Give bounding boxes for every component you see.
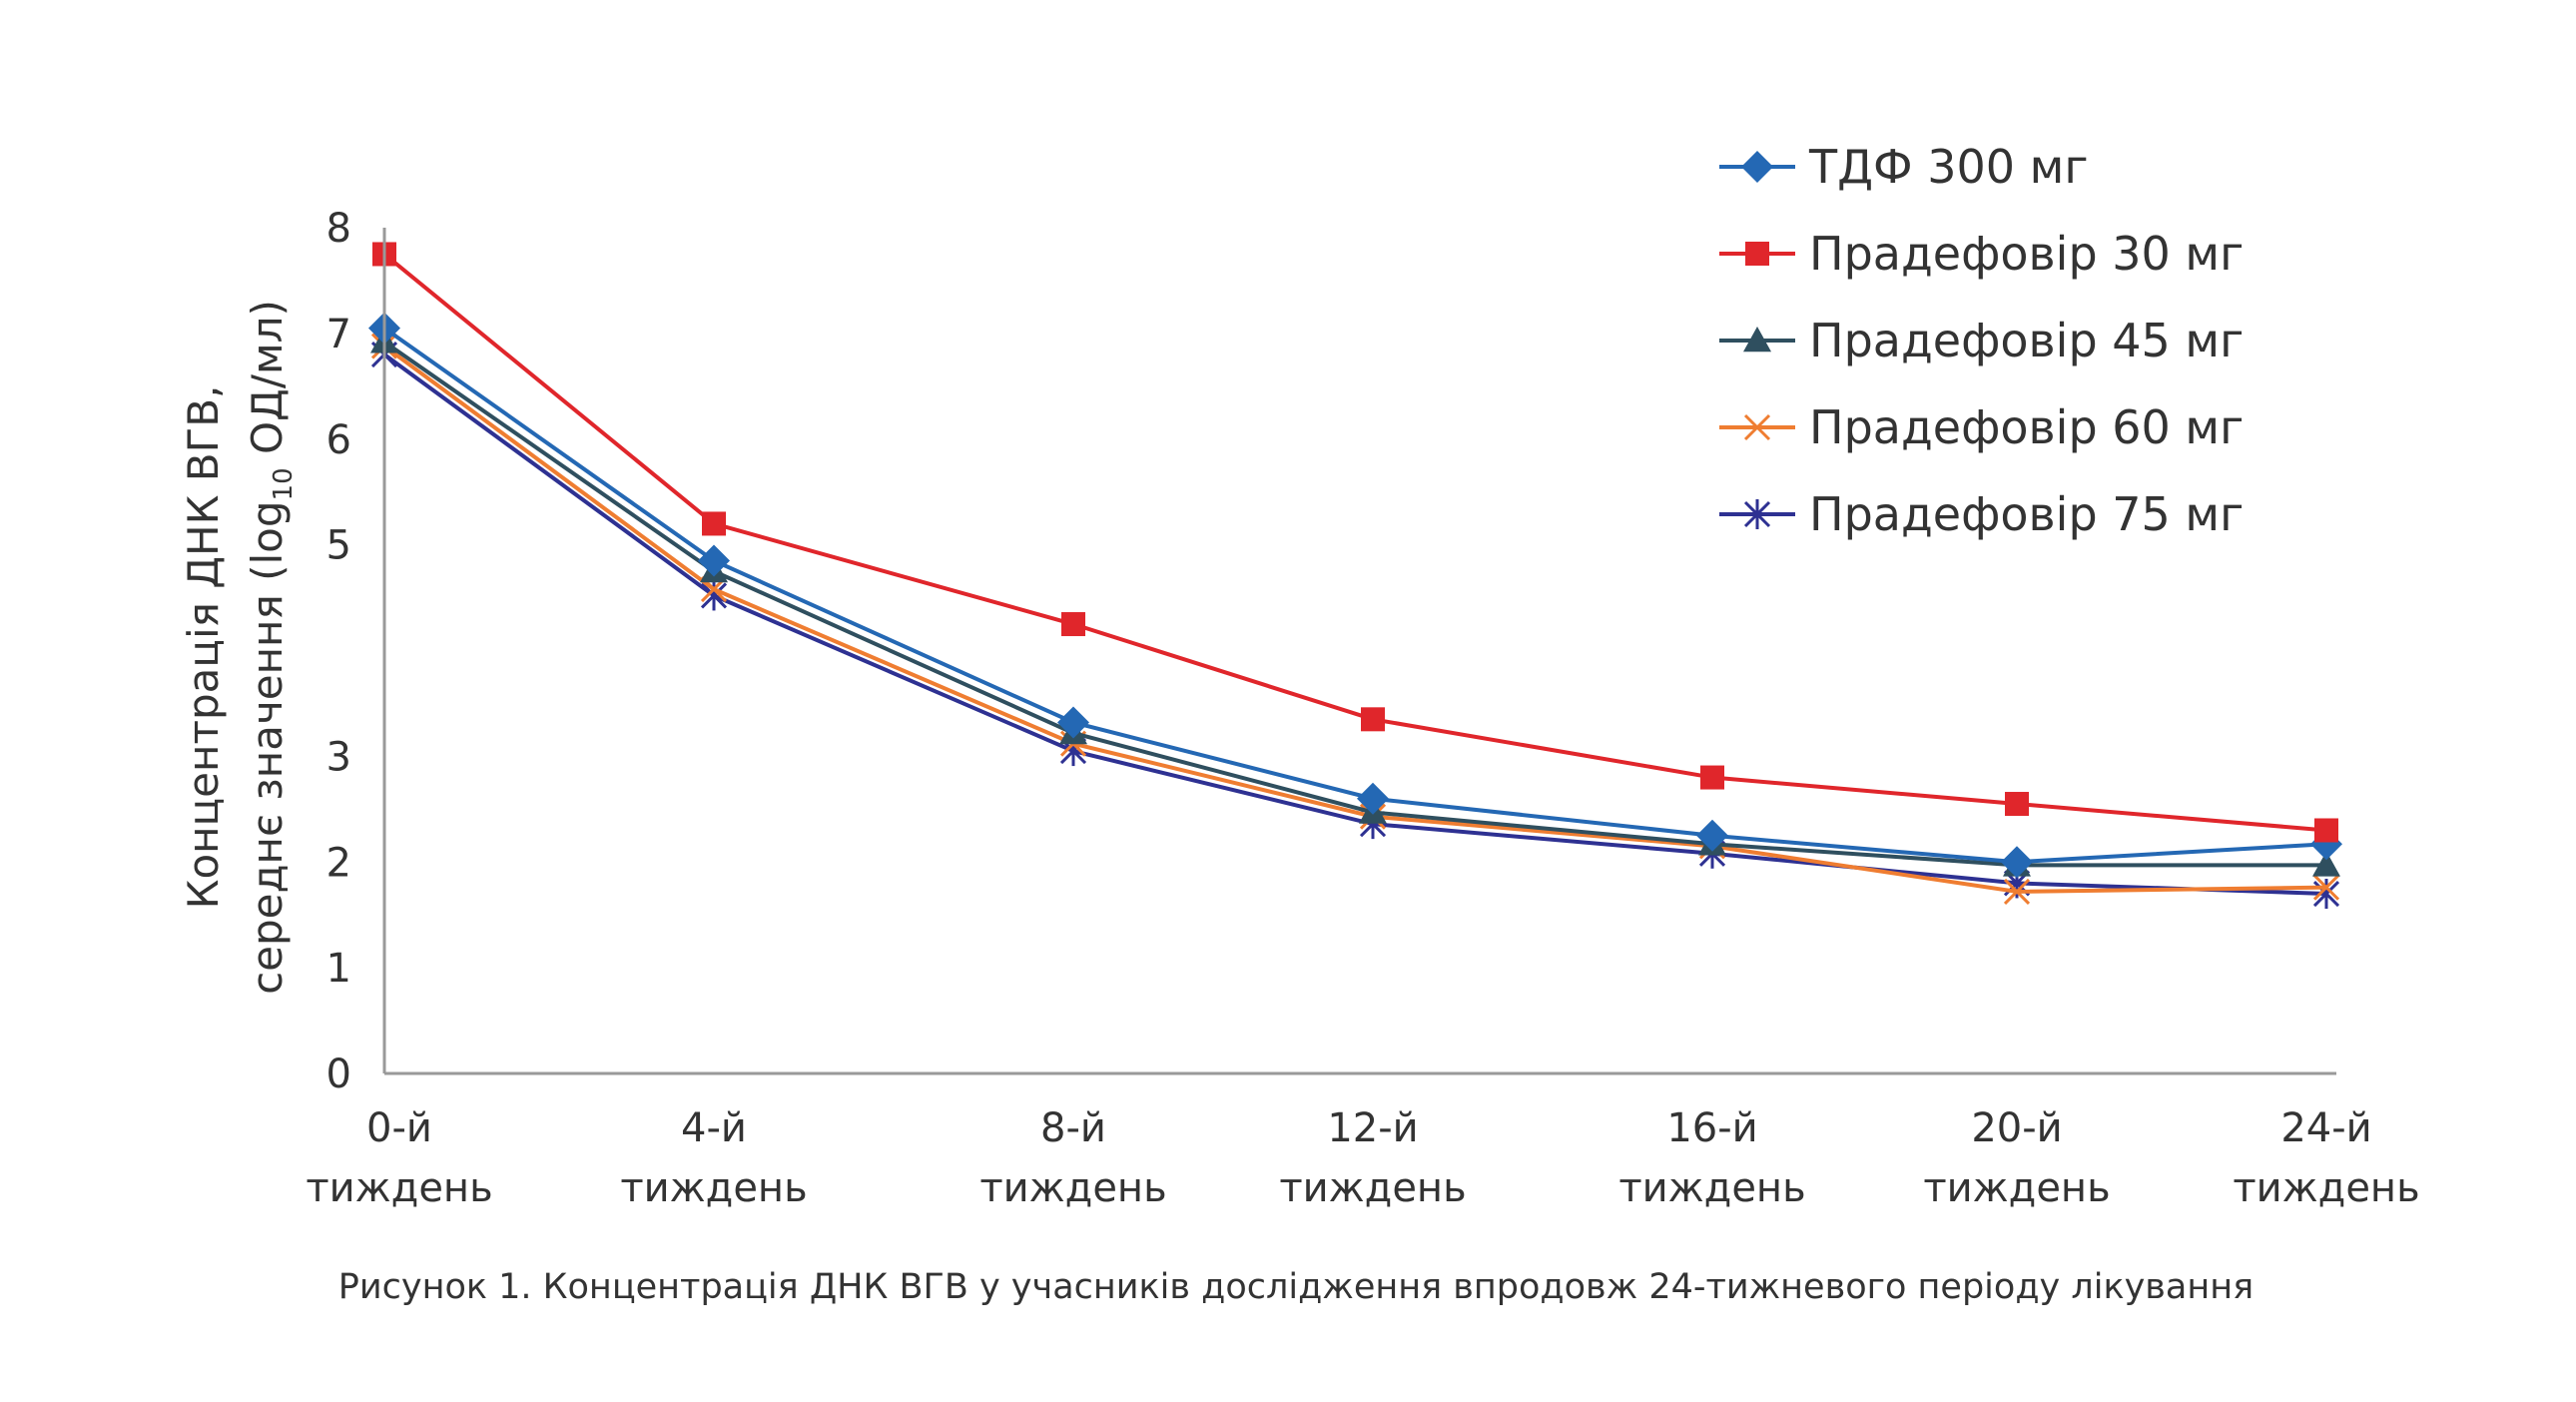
legend-entry: Прадефовір 60 мг: [1719, 400, 2244, 454]
series-2: [372, 242, 2338, 843]
x-tick-label: 16-й: [1666, 1105, 1757, 1151]
data-point-marker: [700, 580, 728, 611]
y-tick-label: 6: [326, 417, 351, 463]
y-tick-label: 8: [326, 206, 351, 252]
legend-entry: Прадефовір 30 мг: [1719, 227, 2244, 281]
y-tick-label: 1: [326, 946, 351, 992]
x-tick-label: 12-й: [1327, 1105, 1418, 1151]
x-tick-label: 24-й: [2280, 1105, 2371, 1151]
legend-marker: [1743, 327, 1771, 352]
x-tick-label: 8-й: [1040, 1105, 1106, 1151]
data-point-marker: [1061, 612, 1085, 637]
data-point-marker: [702, 511, 726, 536]
data-point-marker: [1057, 706, 1089, 739]
data-point-marker: [2003, 878, 2031, 905]
legend-marker: [1745, 242, 1769, 266]
x-tick-label: тиждень: [620, 1165, 807, 1211]
x-tick-label: 0-й: [366, 1105, 432, 1151]
y-axis-label-line2: середнє значення (log10 ОД/мл): [243, 300, 299, 995]
y-tick-label: 5: [326, 523, 351, 569]
legend-entry: Прадефовір 75 мг: [1719, 487, 2244, 541]
x-tick-label: тиждень: [1923, 1165, 2110, 1211]
y-axis-label-subscript: 10: [269, 467, 299, 500]
legend-marker: [1741, 151, 1773, 183]
x-tick-label: тиждень: [2233, 1165, 2419, 1211]
data-point-marker: [2312, 874, 2340, 901]
figure-caption: Рисунок 1. Концентрація ДНК ВГВ у учасни…: [338, 1267, 2254, 1307]
data-point-marker: [1696, 819, 1728, 852]
data-point-marker: [2005, 792, 2029, 817]
legend-marker: [1743, 413, 1771, 441]
data-point-marker: [1361, 707, 1385, 732]
data-point-marker: [1357, 782, 1389, 815]
x-tick-label: 4-й: [681, 1105, 747, 1151]
x-tick-label: тиждень: [1279, 1165, 1466, 1211]
y-axis-label-line1: Концентрація ДНК ВГВ,: [179, 385, 228, 910]
data-point-marker: [2312, 851, 2340, 877]
y-tick-label: 7: [326, 312, 351, 357]
legend-entry: ТДФ 300 мг: [1719, 140, 2089, 194]
x-tick-label: тиждень: [979, 1165, 1166, 1211]
y-axis-label-pre: середнє значення (log: [243, 500, 292, 994]
x-tick-label: тиждень: [1618, 1165, 1805, 1211]
x-tick-label: тиждень: [306, 1165, 492, 1211]
legend-label: Прадефовір 30 мг: [1809, 227, 2244, 281]
legend-label: Прадефовір 75 мг: [1809, 487, 2244, 541]
data-point-marker: [698, 544, 730, 577]
legend-label: Прадефовір 60 мг: [1809, 400, 2244, 454]
legend-label: Прадефовір 45 мг: [1809, 314, 2244, 367]
x-tick-label: 20-й: [1971, 1105, 2062, 1151]
data-point-marker: [2001, 846, 2033, 879]
legend-entry: Прадефовір 45 мг: [1719, 314, 2244, 367]
y-axis-label-post: ОД/мл): [243, 300, 292, 467]
data-point-marker: [1700, 765, 1724, 790]
y-tick-label: 2: [326, 840, 351, 886]
legend-marker: [1743, 499, 1771, 529]
data-point-marker: [2314, 818, 2338, 843]
legend-label: ТДФ 300 мг: [1808, 140, 2089, 194]
series-1: [368, 312, 2342, 879]
y-tick-label: 0: [326, 1052, 351, 1097]
y-tick-label: 3: [326, 734, 351, 780]
